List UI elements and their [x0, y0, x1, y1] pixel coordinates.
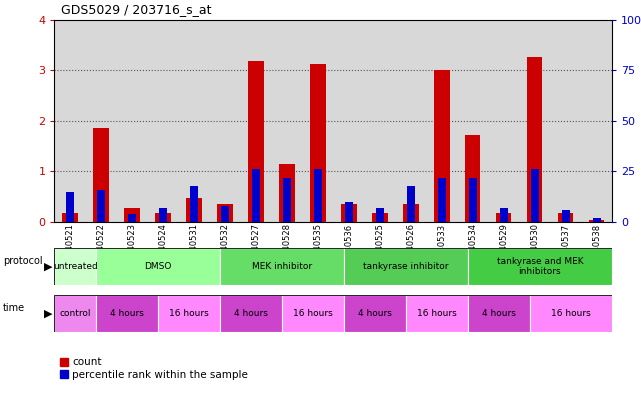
Bar — [147, 20, 178, 222]
Bar — [527, 57, 542, 222]
Bar — [54, 248, 96, 285]
Text: 4 hours: 4 hours — [110, 309, 144, 318]
Bar — [124, 208, 140, 222]
Bar — [220, 248, 344, 285]
Text: protocol: protocol — [3, 256, 43, 266]
Bar — [529, 295, 612, 332]
Bar — [467, 248, 612, 285]
Bar — [341, 204, 356, 222]
Bar — [364, 20, 395, 222]
Bar — [97, 190, 105, 222]
Bar — [438, 178, 445, 222]
Bar — [345, 202, 353, 222]
Bar — [62, 213, 78, 222]
Bar — [344, 295, 406, 332]
Text: GDS5029 / 203716_s_at: GDS5029 / 203716_s_at — [61, 3, 212, 16]
Bar — [117, 20, 147, 222]
Text: untreated: untreated — [53, 262, 97, 271]
Text: 4 hours: 4 hours — [358, 309, 392, 318]
Bar — [279, 164, 295, 222]
Bar — [220, 295, 281, 332]
Text: 16 hours: 16 hours — [417, 309, 456, 318]
Bar — [333, 20, 364, 222]
Bar — [303, 20, 333, 222]
Bar — [283, 178, 291, 222]
Bar — [159, 208, 167, 222]
Text: 16 hours: 16 hours — [551, 309, 591, 318]
Bar — [271, 20, 303, 222]
Text: control: control — [60, 309, 91, 318]
Bar — [54, 20, 85, 222]
Bar — [467, 295, 529, 332]
Text: 16 hours: 16 hours — [169, 309, 208, 318]
Bar — [240, 20, 271, 222]
Bar — [406, 295, 467, 332]
Bar — [558, 213, 574, 222]
Bar — [403, 204, 419, 222]
Bar — [178, 20, 210, 222]
Text: MEK inhibitor: MEK inhibitor — [252, 262, 312, 271]
Bar — [376, 208, 384, 222]
Bar — [158, 295, 220, 332]
Text: 16 hours: 16 hours — [293, 309, 333, 318]
Bar — [457, 20, 488, 222]
Bar — [562, 210, 570, 222]
Bar — [217, 204, 233, 222]
Bar — [531, 169, 538, 222]
Bar — [221, 206, 229, 222]
Bar — [85, 20, 117, 222]
Bar — [93, 129, 109, 222]
Bar — [395, 20, 426, 222]
Bar — [96, 248, 220, 285]
Bar — [581, 20, 612, 222]
Bar — [550, 20, 581, 222]
Bar — [426, 20, 457, 222]
Text: tankyrase inhibitor: tankyrase inhibitor — [363, 262, 448, 271]
Bar — [488, 20, 519, 222]
Bar — [589, 220, 604, 222]
Bar — [252, 169, 260, 222]
Text: ▶: ▶ — [44, 309, 52, 318]
Bar — [281, 295, 344, 332]
Bar — [593, 218, 601, 222]
Bar — [248, 61, 263, 222]
Text: ▶: ▶ — [44, 261, 52, 271]
Text: 4 hours: 4 hours — [481, 309, 515, 318]
Bar — [434, 70, 449, 222]
Text: tankyrase and MEK
inhibitors: tankyrase and MEK inhibitors — [497, 257, 583, 276]
Bar — [54, 295, 96, 332]
Bar — [465, 135, 481, 222]
Bar — [519, 20, 550, 222]
Bar — [155, 213, 171, 222]
Text: 4 hours: 4 hours — [234, 309, 268, 318]
Bar — [469, 178, 477, 222]
Text: time: time — [3, 303, 26, 313]
Bar — [190, 185, 198, 222]
Bar — [344, 248, 467, 285]
Bar — [186, 198, 202, 222]
Bar — [66, 192, 74, 222]
Bar — [500, 208, 508, 222]
Legend: count, percentile rank within the sample: count, percentile rank within the sample — [60, 357, 248, 380]
Bar — [210, 20, 240, 222]
Bar — [407, 185, 415, 222]
Bar — [496, 213, 512, 222]
Text: DMSO: DMSO — [144, 262, 171, 271]
Bar — [372, 213, 388, 222]
Bar — [96, 295, 158, 332]
Bar — [314, 169, 322, 222]
Bar — [128, 214, 136, 222]
Bar — [310, 64, 326, 222]
